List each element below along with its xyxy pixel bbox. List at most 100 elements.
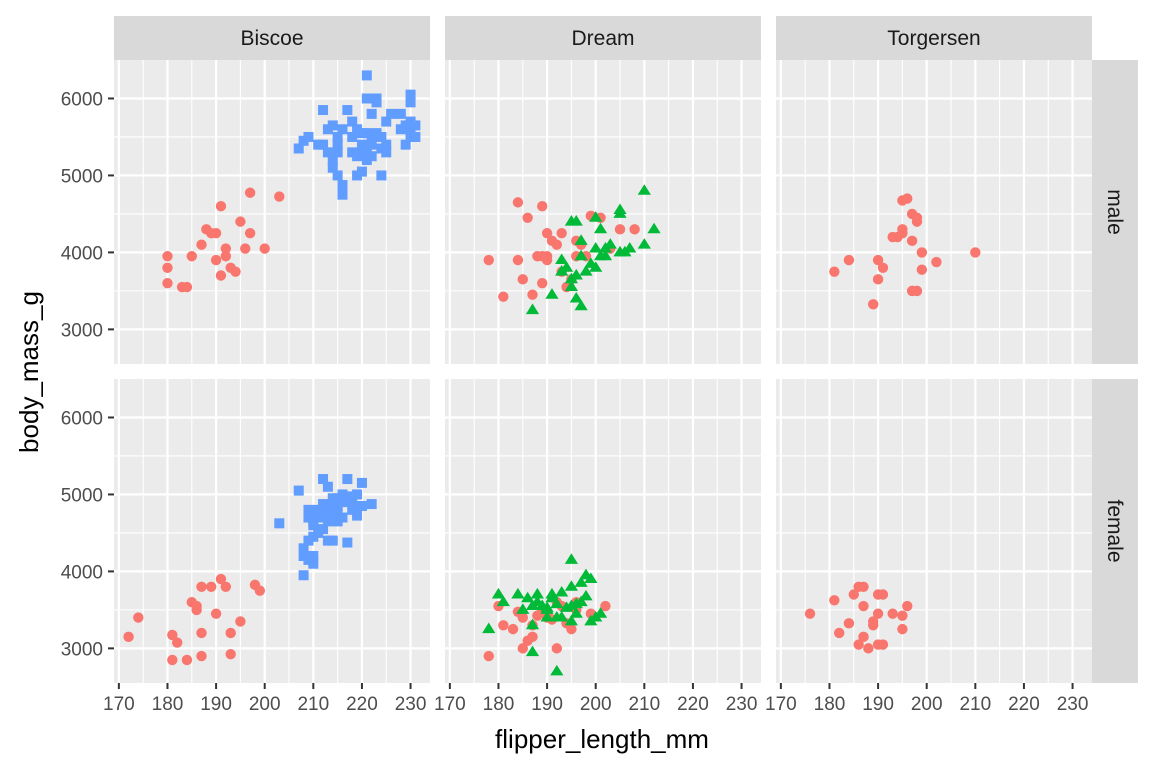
x-tick-label: 230	[395, 694, 427, 715]
data-point-gentoo	[405, 89, 416, 100]
data-point-gentoo	[332, 147, 343, 158]
data-point-gentoo	[342, 537, 353, 548]
panel-points	[804, 581, 913, 654]
strip-female: female	[1092, 379, 1138, 683]
data-point-adelie	[196, 650, 207, 662]
panel-dream-male	[445, 60, 761, 364]
y-tick-label: 4000	[61, 243, 103, 264]
data-point-adelie	[551, 239, 563, 250]
data-point-gentoo	[342, 474, 353, 485]
strip-label: female	[1103, 499, 1126, 562]
data-point-gentoo	[327, 162, 338, 173]
panel-dream-female	[445, 379, 761, 683]
data-point-adelie	[853, 639, 864, 650]
data-point-adelie	[235, 216, 246, 227]
data-point-chinstrap	[550, 597, 564, 609]
data-point-adelie	[215, 270, 227, 281]
data-point-gentoo	[410, 131, 421, 142]
data-point-gentoo	[327, 535, 338, 546]
panel-background	[445, 379, 761, 683]
data-point-adelie	[537, 201, 548, 212]
data-point-adelie	[877, 262, 889, 273]
data-point-adelie	[897, 610, 908, 621]
data-point-chinstrap	[569, 607, 583, 618]
data-point-adelie	[897, 623, 908, 635]
data-point-chinstrap	[545, 288, 559, 299]
data-point-chinstrap	[564, 614, 578, 626]
data-point-chinstrap	[540, 601, 554, 612]
data-point-adelie	[186, 251, 197, 262]
data-point-adelie	[483, 650, 494, 662]
data-point-adelie	[206, 581, 217, 592]
data-point-chinstrap	[511, 587, 525, 599]
data-point-adelie	[541, 227, 553, 239]
data-point-chinstrap	[545, 587, 559, 599]
data-point-adelie	[517, 643, 528, 654]
data-point-chinstrap	[569, 291, 583, 303]
data-point-gentoo	[400, 139, 411, 150]
data-point-adelie	[123, 631, 134, 643]
data-point-gentoo	[337, 189, 348, 200]
data-point-gentoo	[371, 97, 382, 108]
data-point-chinstrap	[516, 603, 530, 614]
data-point-chinstrap	[564, 553, 578, 564]
data-point-adelie	[848, 589, 859, 600]
data-point-adelie	[906, 235, 918, 247]
data-point-adelie	[240, 243, 251, 254]
data-point-chinstrap	[647, 222, 661, 234]
panel-background	[114, 60, 430, 364]
panel-points	[162, 70, 421, 293]
data-point-gentoo	[381, 147, 392, 158]
data-point-gentoo	[327, 155, 338, 166]
data-point-adelie	[181, 654, 193, 666]
data-point-adelie	[887, 608, 898, 619]
x-tick-label: 230	[1057, 694, 1089, 715]
x-tick-label: 220	[346, 694, 378, 715]
data-point-adelie	[210, 608, 222, 619]
data-point-adelie	[483, 254, 494, 266]
y-tick-label: 5000	[61, 485, 103, 506]
data-point-gentoo	[293, 485, 304, 496]
x-tick-label: 170	[103, 694, 135, 715]
data-point-gentoo	[342, 491, 353, 502]
data-point-adelie	[877, 639, 889, 650]
x-axis-title: flipper_length_mm	[495, 724, 709, 754]
data-point-adelie	[931, 256, 942, 268]
data-point-adelie	[498, 291, 509, 302]
data-point-adelie	[210, 227, 222, 239]
data-point-gentoo	[322, 147, 333, 158]
data-point-adelie	[162, 262, 173, 273]
data-point-adelie	[162, 251, 173, 262]
data-point-gentoo	[361, 70, 372, 81]
panel-biscoe-female	[114, 379, 430, 683]
data-point-chinstrap	[564, 580, 578, 591]
data-point-adelie	[868, 299, 879, 310]
data-point-adelie	[897, 224, 908, 235]
x-tick-label: 200	[911, 694, 943, 715]
data-point-gentoo	[337, 512, 348, 523]
strip-label: Dream	[571, 27, 634, 50]
data-point-gentoo	[332, 131, 343, 142]
data-point-adelie	[902, 600, 913, 612]
data-point-adelie	[517, 612, 528, 623]
data-point-chinstrap	[525, 618, 540, 630]
data-point-adelie	[911, 285, 923, 297]
data-point-adelie	[877, 589, 889, 600]
data-point-gentoo	[410, 120, 421, 131]
strip-label: Torgersen	[887, 27, 980, 50]
strip-biscoe: Biscoe	[114, 16, 430, 60]
data-point-gentoo	[322, 481, 333, 492]
data-point-adelie	[916, 247, 928, 258]
data-point-chinstrap	[574, 234, 588, 245]
strip-male: male	[1092, 60, 1138, 364]
data-point-gentoo	[303, 504, 314, 515]
data-point-gentoo	[376, 170, 387, 181]
strip-background	[445, 16, 761, 60]
data-point-chinstrap	[589, 241, 603, 253]
x-tick-label: 190	[862, 694, 894, 715]
data-point-chinstrap	[579, 265, 593, 276]
data-point-chinstrap	[589, 211, 603, 222]
data-point-gentoo	[322, 508, 333, 519]
data-point-gentoo	[347, 116, 358, 127]
data-point-gentoo	[298, 543, 309, 554]
